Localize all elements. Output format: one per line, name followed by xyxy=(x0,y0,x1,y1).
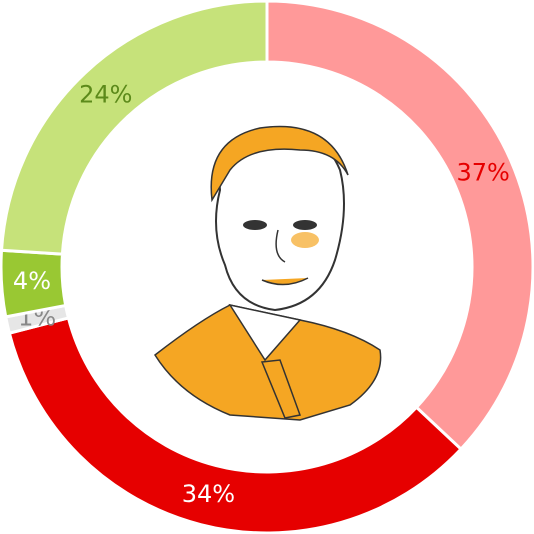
eye xyxy=(243,220,267,230)
mouth xyxy=(261,277,309,286)
portrait xyxy=(154,125,382,421)
slice-label: 37% xyxy=(456,158,509,186)
slice xyxy=(265,0,534,452)
eye xyxy=(293,220,317,230)
slice-label: 24% xyxy=(79,80,132,108)
nose xyxy=(275,229,286,263)
slice xyxy=(7,316,464,534)
shirt xyxy=(228,303,302,362)
slice-label: 4% xyxy=(13,267,51,295)
slice xyxy=(0,0,269,256)
tie xyxy=(260,359,302,419)
slice-label: 34% xyxy=(182,480,235,508)
shadow xyxy=(291,232,319,248)
hair xyxy=(210,125,349,203)
